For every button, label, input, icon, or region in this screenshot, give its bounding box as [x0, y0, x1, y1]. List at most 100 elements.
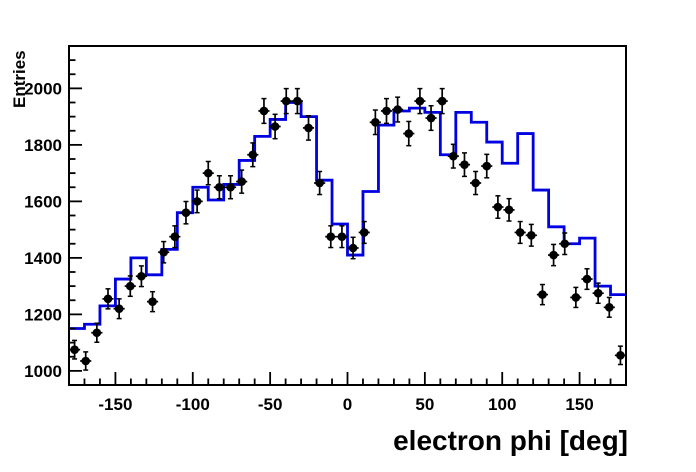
marker-circle: [114, 304, 124, 314]
marker-circle: [371, 117, 380, 127]
marker-circle: [159, 247, 168, 257]
data-point: [247, 142, 259, 168]
x-tick-label: -150: [98, 395, 132, 414]
data-point: [280, 87, 292, 115]
plot-frame: [68, 45, 627, 386]
marker-circle: [415, 96, 425, 106]
marker-circle: [482, 161, 492, 171]
y-tick-label: 1400: [24, 249, 62, 268]
marker-circle: [259, 106, 269, 116]
marker-circle: [125, 281, 135, 291]
data-point: [559, 232, 571, 256]
marker-circle: [437, 96, 447, 106]
marker-circle: [326, 232, 336, 241]
data-point: [202, 160, 214, 186]
data-point: [392, 96, 404, 123]
data-point: [503, 197, 515, 222]
marker-circle: [560, 239, 570, 249]
y-tick-label: 1800: [24, 136, 62, 155]
x-tick-label: -50: [258, 395, 283, 414]
data-point: [169, 225, 181, 249]
marker-circle: [382, 106, 391, 116]
marker-circle: [471, 178, 480, 188]
axis-ticks: [69, 59, 612, 385]
data-point: [481, 153, 493, 179]
data-point: [403, 120, 415, 147]
marker-circle: [270, 122, 280, 131]
data-point: [548, 243, 560, 267]
data-point: [358, 220, 370, 245]
marker-circle: [527, 230, 536, 240]
data-point: [369, 109, 381, 136]
marker-circle: [192, 197, 202, 206]
data-point: [180, 200, 192, 225]
y-axis-title: Entries: [10, 50, 29, 108]
data-point: [336, 225, 348, 249]
x-tick-label: 50: [415, 395, 434, 414]
data-point: [236, 169, 248, 194]
frame-rect: [68, 45, 627, 386]
data-point: [291, 87, 303, 115]
data-point: [191, 189, 203, 214]
marker-circle: [92, 328, 102, 338]
data-point: [592, 282, 604, 305]
data-point: [581, 268, 593, 291]
data-point: [113, 298, 125, 320]
data-point: [492, 195, 504, 220]
data-point: [436, 87, 448, 115]
y-tick-label: 1000: [24, 362, 62, 381]
x-axis-title: electron phi [deg]: [393, 425, 628, 456]
marker-circle: [593, 288, 603, 298]
marker-circle: [70, 345, 79, 354]
data-point: [314, 170, 326, 196]
data-point: [347, 236, 359, 260]
data-point: [458, 152, 471, 178]
marker-circle: [248, 150, 258, 160]
marker-circle: [426, 113, 436, 123]
marker-circle: [103, 294, 113, 304]
marker-circle: [582, 274, 592, 284]
marker-circle: [604, 303, 614, 312]
data-point: [514, 220, 526, 245]
marker-circle: [571, 293, 581, 302]
marker-circle: [616, 351, 625, 360]
data-point: [603, 296, 615, 318]
x-tick-label: 150: [565, 395, 593, 414]
data-point: [146, 290, 159, 313]
data-point: [302, 114, 315, 141]
data-point: [414, 87, 426, 115]
marker-circle: [549, 250, 558, 260]
data-point: [325, 225, 337, 249]
data-point: [124, 275, 136, 298]
marker-circle: [515, 228, 525, 237]
marker-circle: [538, 290, 547, 299]
data-point: [380, 97, 393, 125]
data-point: [525, 223, 537, 247]
marker-circle: [359, 228, 369, 237]
marker-circle: [449, 151, 458, 161]
data-point: [80, 351, 92, 371]
data-point: [447, 143, 459, 169]
marker-circle: [504, 205, 514, 215]
marker-circle: [226, 182, 235, 192]
data-point: [135, 265, 147, 288]
data-point: [269, 113, 281, 140]
marker-circle: [337, 232, 347, 241]
data-points-series: [69, 87, 626, 371]
marker-circle: [215, 182, 224, 192]
y-tick-label: 1200: [24, 305, 62, 324]
marker-circle: [281, 96, 291, 106]
marker-circle: [348, 243, 358, 253]
data-point: [224, 175, 237, 200]
marker-circle: [493, 202, 503, 212]
marker-circle: [137, 271, 146, 281]
data-point: [536, 283, 549, 306]
marker-circle: [181, 208, 191, 217]
marker-circle: [170, 232, 180, 241]
marker-circle: [404, 129, 414, 138]
data-point: [158, 240, 170, 264]
marker-circle: [81, 356, 91, 366]
data-point: [614, 345, 626, 366]
marker-circle: [304, 123, 313, 133]
